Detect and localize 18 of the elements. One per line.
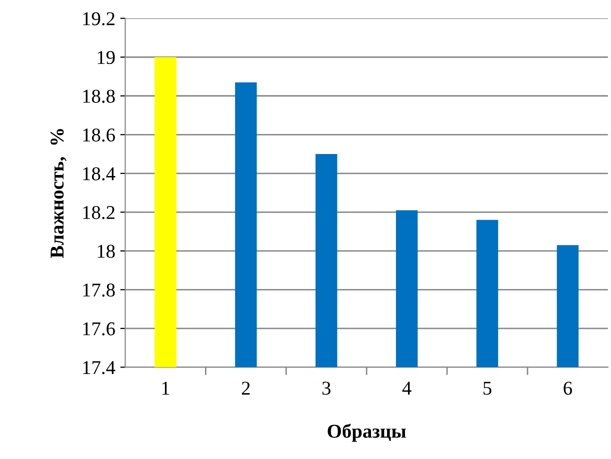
x-tick-label: 6 [564,382,572,395]
x-axis-title: Образцы [328,424,406,442]
x-tick-label: 1 [162,382,170,395]
x-tick-label: 2 [242,382,250,395]
y-tick-label: 18.6 [83,128,115,142]
y-tick-label: 17.6 [83,322,115,336]
y-tick-label: 18.8 [83,90,115,103]
y-axis-title: Влажность, % [50,129,66,258]
x-tick-label: 3 [322,382,330,395]
y-tick-label: 18 [98,244,115,258]
x-tick-label: 4 [402,382,412,395]
y-tick-label: 18.4 [83,167,116,180]
y-tick-label: 17.4 [83,361,116,374]
y-tick-label: 17.8 [83,283,115,297]
y-tick-label: 19 [98,50,115,64]
x-tick-label: 5 [484,382,492,395]
y-tick-label: 19.2 [83,12,114,26]
y-tick-label: 18.2 [83,206,114,220]
